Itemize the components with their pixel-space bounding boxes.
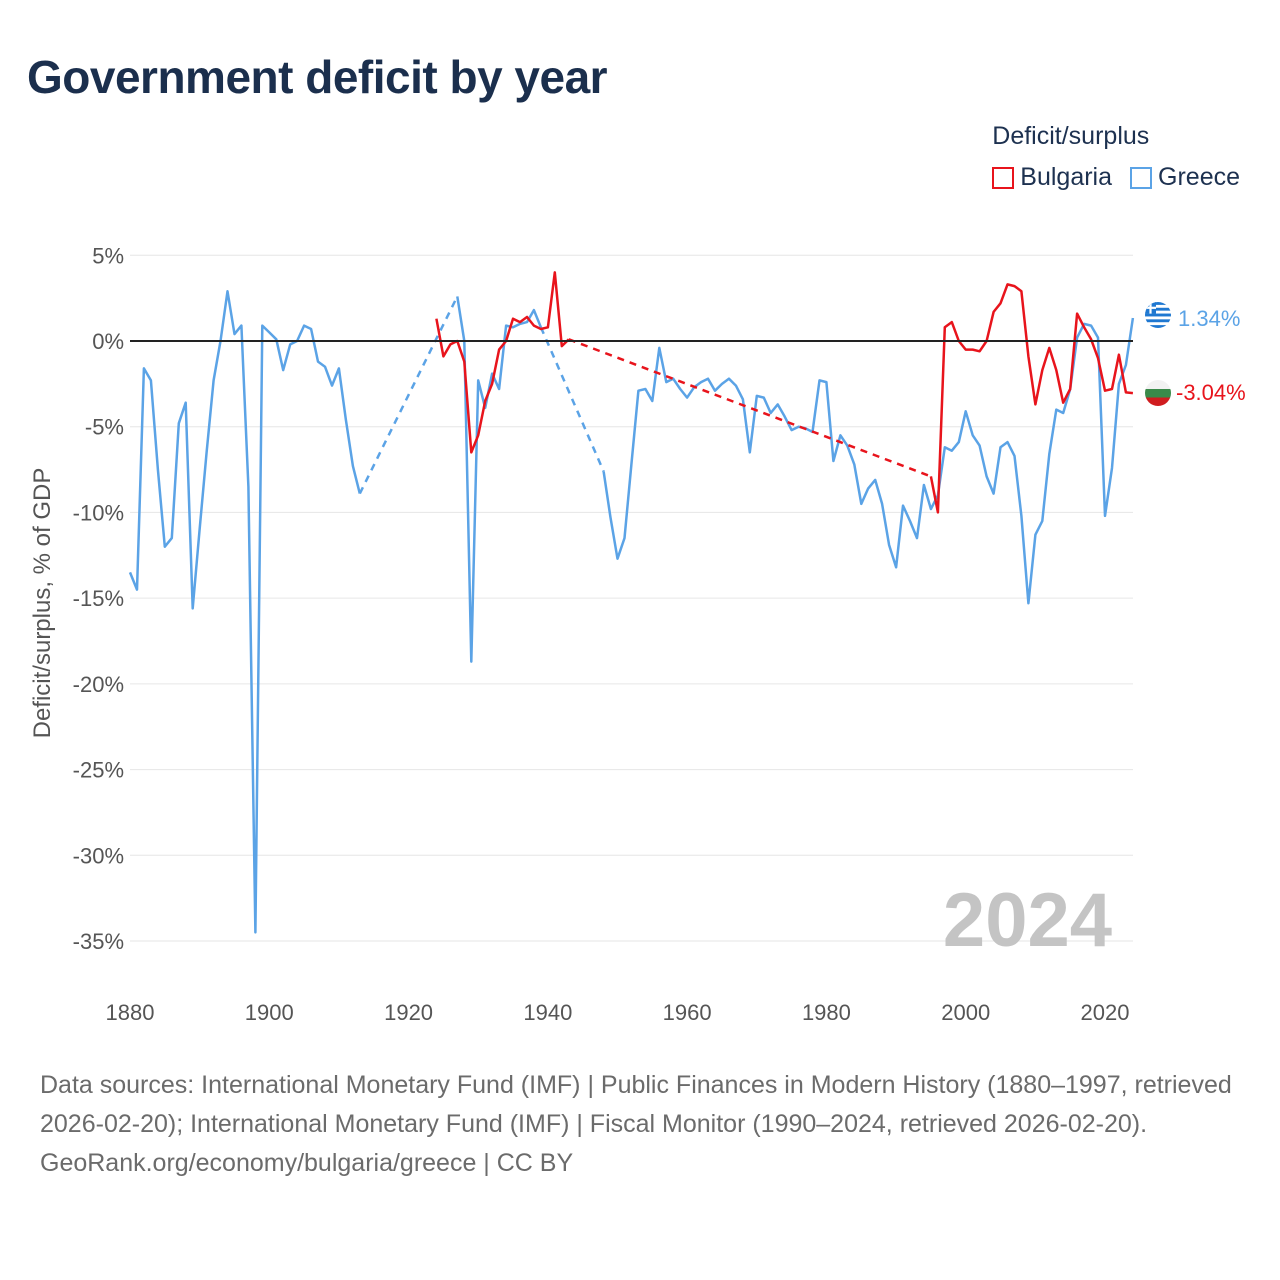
legend-label-bulgaria: Bulgaria [1020, 163, 1113, 191]
legend-swatch-greece [1130, 166, 1153, 189]
footer: Data sources: International Monetary Fun… [40, 1066, 1240, 1183]
x-tick-label: 1960 [663, 1000, 712, 1025]
bulgaria-end-value: -3.04% [1176, 380, 1246, 405]
series-line-greece [456, 296, 543, 663]
greece-flag-icon [1145, 302, 1171, 328]
y-tick-label: -35% [73, 929, 124, 954]
x-tick-label: 2020 [1081, 1000, 1130, 1025]
attribution-link[interactable]: GeoRank.org/economy/bulgaria/greece | CC… [40, 1149, 574, 1177]
series-gap-greece [539, 326, 605, 472]
y-tick-label: 0% [92, 329, 124, 354]
y-tick-label: -15% [73, 586, 124, 611]
series-line-greece [128, 290, 362, 934]
bulgaria-flag-icon [1145, 380, 1171, 406]
series-gap-greece [358, 295, 459, 495]
legend-item-bulgaria[interactable]: Bulgaria [992, 163, 1112, 192]
y-tick-label: -10% [73, 500, 124, 525]
x-tick-label: 1880 [106, 1000, 155, 1025]
x-tick-label: 2000 [941, 1000, 990, 1025]
chart-area: 5% 0% -5% -10% -15% -20% -25% -30% -35% 1880 1900 1… [29, 243, 1246, 1025]
x-tick-label: 1920 [384, 1000, 433, 1025]
y-tick-label: 5% [92, 243, 124, 268]
y-axis-label: Deficit/surplus, % of GDP [29, 468, 56, 739]
series-line-greece [602, 317, 1135, 605]
y-tick-label: -20% [73, 672, 124, 697]
data-sources-note: Data sources: International Monetary Fun… [40, 1071, 1232, 1138]
greece-end-value: 1.34% [1178, 306, 1240, 331]
series-gap-bulgaria [568, 338, 932, 478]
legend-title: Deficit/surplus [992, 122, 1150, 150]
legend: Deficit/surplus Bulgaria Greece [992, 122, 1240, 192]
year-watermark: 2024 [943, 878, 1112, 963]
y-tick-label: -30% [73, 843, 124, 868]
y-tick-label: -5% [85, 415, 124, 440]
x-tick-label: 1940 [523, 1000, 572, 1025]
series-line-bulgaria [435, 271, 570, 454]
y-tick-label: -25% [73, 758, 124, 783]
legend-label-greece: Greece [1158, 163, 1240, 191]
legend-item-greece[interactable]: Greece [1130, 163, 1240, 192]
x-tick-label: 1900 [245, 1000, 294, 1025]
chart-title: Government deficit by year [27, 51, 608, 103]
legend-swatch-bulgaria [992, 166, 1015, 189]
x-tick-label: 1980 [802, 1000, 851, 1025]
series-line-bulgaria [929, 283, 1134, 514]
